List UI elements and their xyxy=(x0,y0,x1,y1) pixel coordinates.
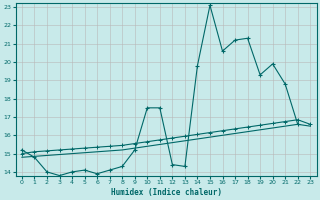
X-axis label: Humidex (Indice chaleur): Humidex (Indice chaleur) xyxy=(111,188,221,197)
